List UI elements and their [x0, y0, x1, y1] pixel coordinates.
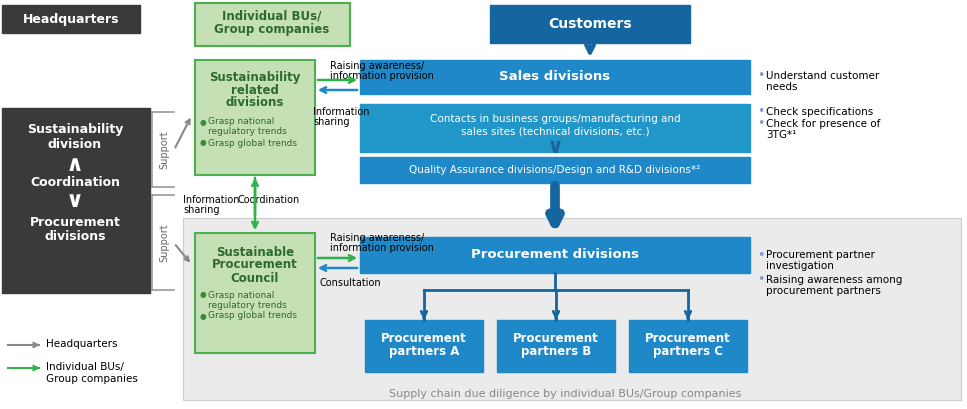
Text: Procurement: Procurement	[212, 258, 298, 272]
Text: sharing: sharing	[313, 117, 349, 127]
Text: Group companies: Group companies	[46, 374, 138, 384]
Text: partners B: partners B	[521, 346, 591, 359]
Text: •: •	[757, 249, 764, 261]
Text: regulatory trends: regulatory trends	[208, 301, 287, 310]
Bar	[2, 108, 150, 293]
Text: divisions: divisions	[226, 97, 284, 110]
Text: Support: Support	[159, 131, 169, 169]
Text: Procurement: Procurement	[645, 332, 731, 344]
Text: •: •	[757, 274, 764, 286]
Text: Procurement divisions: Procurement divisions	[471, 249, 639, 261]
Text: •: •	[757, 106, 764, 119]
Text: Sustainability: Sustainability	[209, 70, 301, 83]
Text: Raising awareness/: Raising awareness/	[330, 61, 425, 71]
Text: Support: Support	[159, 224, 169, 262]
Text: Information: Information	[183, 195, 240, 205]
Text: needs: needs	[766, 82, 798, 92]
Text: Coordination: Coordination	[238, 195, 300, 205]
Text: ●: ●	[200, 117, 207, 126]
Text: Consultation: Consultation	[320, 278, 382, 288]
Text: •: •	[757, 70, 764, 83]
Text: Grasp global trends: Grasp global trends	[208, 312, 297, 321]
Text: ●: ●	[200, 312, 207, 321]
Bar	[195, 233, 315, 353]
Text: Individual BUs/: Individual BUs/	[222, 9, 322, 22]
Bar	[360, 104, 750, 152]
Text: Quality Assurance divisions/Design and R&D divisions*²: Quality Assurance divisions/Design and R…	[409, 165, 701, 175]
Bar	[490, 5, 690, 43]
Text: Check specifications: Check specifications	[766, 107, 873, 117]
Text: Headquarters: Headquarters	[23, 13, 119, 25]
Text: related: related	[231, 83, 278, 97]
Text: Group companies: Group companies	[215, 22, 330, 36]
Text: Coordination: Coordination	[30, 177, 120, 189]
Text: Contacts in business groups/manufacturing and: Contacts in business groups/manufacturin…	[429, 114, 681, 124]
Text: Sales divisions: Sales divisions	[499, 70, 610, 83]
Text: Information: Information	[313, 107, 369, 117]
Bar	[195, 60, 315, 175]
Text: Raising awareness/: Raising awareness/	[330, 233, 425, 243]
Text: information provision: information provision	[330, 71, 434, 81]
Text: Procurement: Procurement	[30, 216, 121, 229]
Text: Procurement partner: Procurement partner	[766, 250, 875, 260]
Text: Procurement: Procurement	[381, 332, 467, 344]
Text: information provision: information provision	[330, 243, 434, 253]
Text: Grasp global trends: Grasp global trends	[208, 139, 297, 148]
Bar	[365, 320, 483, 372]
Text: ●: ●	[200, 290, 207, 299]
Text: partners C: partners C	[653, 346, 723, 359]
Bar	[360, 60, 750, 94]
Text: investigation: investigation	[766, 261, 834, 271]
Text: ●: ●	[200, 139, 207, 148]
Text: ∨: ∨	[66, 191, 84, 211]
Text: Grasp national: Grasp national	[208, 290, 275, 299]
Text: sharing: sharing	[183, 205, 220, 215]
Text: Customers: Customers	[548, 17, 631, 31]
Bar	[497, 320, 615, 372]
Bar	[2, 5, 140, 33]
Text: Headquarters: Headquarters	[46, 339, 118, 349]
Text: Grasp national: Grasp national	[208, 117, 275, 126]
Text: Individual BUs/: Individual BUs/	[46, 362, 124, 372]
Text: partners A: partners A	[389, 346, 459, 359]
Text: regulatory trends: regulatory trends	[208, 128, 287, 137]
Bar	[195, 3, 350, 46]
Bar	[360, 157, 750, 183]
Text: Check for presence of: Check for presence of	[766, 119, 880, 129]
Text: Supply chain due diligence by individual BUs/Group companies: Supply chain due diligence by individual…	[389, 389, 741, 399]
Text: procurement partners: procurement partners	[766, 286, 881, 296]
Bar	[629, 320, 747, 372]
Text: sales sites (technical divisions, etc.): sales sites (technical divisions, etc.)	[460, 126, 649, 136]
Bar	[360, 237, 750, 273]
Text: •: •	[757, 117, 764, 130]
Text: ∨: ∨	[546, 137, 564, 157]
Text: Understand customer: Understand customer	[766, 71, 879, 81]
Text: division: division	[48, 137, 103, 151]
Text: Sustainable: Sustainable	[216, 245, 294, 258]
Text: 3TG*¹: 3TG*¹	[766, 130, 797, 140]
Text: Raising awareness among: Raising awareness among	[766, 275, 902, 285]
Text: Sustainability: Sustainability	[27, 124, 123, 137]
Text: divisions: divisions	[44, 229, 105, 243]
Text: ∧: ∧	[66, 155, 84, 175]
Bar	[183, 218, 961, 400]
Text: Procurement: Procurement	[513, 332, 599, 344]
Text: Council: Council	[231, 272, 279, 285]
